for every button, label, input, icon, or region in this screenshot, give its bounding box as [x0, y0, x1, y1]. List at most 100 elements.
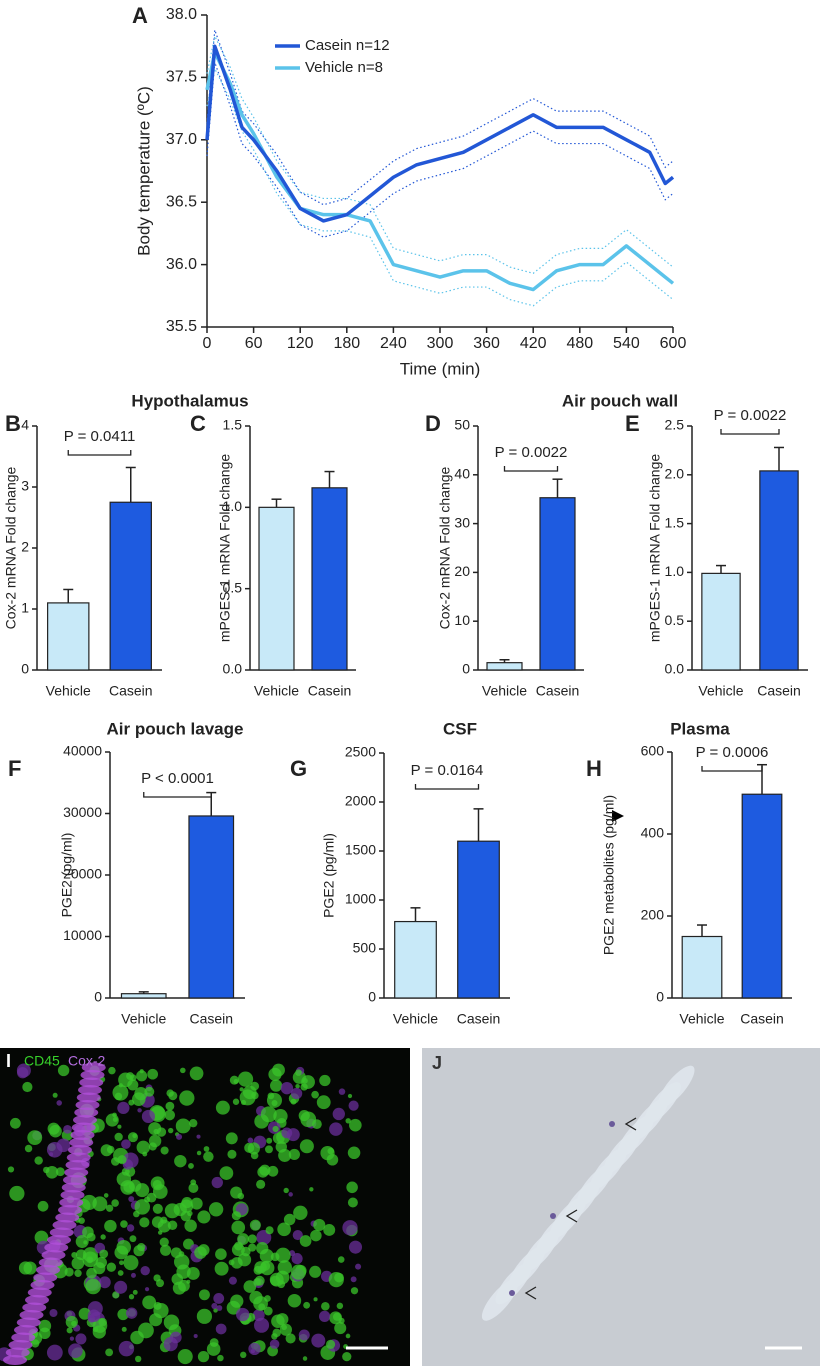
x-tick-label: 240: [380, 335, 407, 352]
panel-letter: C: [190, 411, 206, 436]
cell: [292, 1229, 303, 1241]
y-tick-label: 37.5: [166, 69, 197, 86]
cell: [259, 1164, 271, 1176]
y-tick-label: 1.0: [223, 498, 243, 514]
cell: [302, 1356, 308, 1361]
cell: [76, 1092, 101, 1103]
cell: [106, 1262, 117, 1272]
y-tick-label: 36.0: [166, 256, 197, 273]
y-tick-label: 37.0: [166, 131, 197, 148]
cell: [23, 1261, 37, 1275]
cell: [157, 1230, 163, 1235]
cell: [36, 1265, 60, 1275]
y-tick-label: 38.0: [166, 6, 197, 23]
bar: [394, 920, 437, 999]
cell: [177, 1349, 193, 1365]
arrowhead: [524, 1286, 537, 1300]
cell: [197, 1210, 211, 1224]
panel-title: Plasma: [670, 719, 730, 738]
cell: [347, 1093, 353, 1099]
cell: [82, 1226, 94, 1239]
cell: [74, 1107, 99, 1118]
cell: [193, 1333, 198, 1339]
p-value: P = 0.0164: [411, 762, 484, 779]
cell: [203, 1146, 210, 1152]
cell: [49, 1227, 74, 1238]
cell: [301, 1075, 315, 1089]
cell: [16, 1317, 41, 1328]
cell: [347, 1146, 361, 1160]
cell: [349, 1118, 362, 1132]
cell: [256, 1179, 266, 1189]
panel-title: Air pouch lavage: [107, 719, 244, 738]
cell: [45, 1165, 59, 1179]
bar: [701, 572, 741, 671]
cell: [46, 1344, 63, 1361]
y-tick-label: 30000: [63, 804, 102, 820]
y-axis-label: PGE2 (pg/ml): [321, 833, 337, 918]
p-value: P < 0.0001: [141, 770, 214, 787]
cell: [326, 1153, 339, 1166]
y-tick-label: 3: [21, 478, 29, 494]
panel-title: Air pouch wall: [562, 391, 678, 410]
x-tick-label: 420: [520, 335, 547, 352]
cell: [287, 1293, 302, 1308]
bar: [486, 662, 523, 671]
cell: [49, 1124, 62, 1138]
cell: [230, 1294, 244, 1308]
cell: [105, 1204, 114, 1212]
cell: [311, 1090, 319, 1099]
cell: [313, 1218, 326, 1232]
cell: [295, 1084, 300, 1089]
cell: [65, 1160, 90, 1170]
y-tick-label: 50: [454, 417, 470, 433]
cell: [283, 1187, 289, 1194]
significance-bracket: [414, 784, 480, 790]
p-value: P = 0.0022: [714, 407, 787, 424]
cell: [121, 1139, 131, 1149]
y-tick-label: 20: [454, 563, 470, 579]
cell: [27, 1130, 43, 1146]
significance-bracket: [701, 766, 763, 772]
cell: [81, 1194, 97, 1210]
cell: [239, 1087, 244, 1092]
cell: [137, 1108, 142, 1113]
cell: [167, 1220, 178, 1231]
cell: [203, 1151, 214, 1162]
cell: [197, 1244, 210, 1256]
cell: [165, 1101, 175, 1111]
p-value: P = 0.0022: [495, 444, 568, 461]
y-tick-label: 2000: [345, 793, 376, 809]
y-tick-label: 0: [462, 661, 470, 677]
cell: [152, 1203, 163, 1214]
ci-band: [206, 66, 674, 307]
cell: [299, 1235, 312, 1247]
cell: [316, 1095, 331, 1110]
cell: [268, 1067, 282, 1081]
cell: [59, 1197, 84, 1208]
cell: [63, 1124, 72, 1134]
micrograph-j: [422, 1048, 820, 1366]
cell: [237, 1071, 254, 1087]
cell: [141, 1109, 156, 1124]
ci-band: [206, 29, 674, 206]
cell: [342, 1220, 358, 1236]
cell: [47, 1235, 71, 1245]
cell: [49, 1152, 54, 1157]
cell: [37, 1200, 49, 1212]
series-line: [205, 44, 675, 223]
cell: [57, 1064, 70, 1077]
cell: [346, 1181, 358, 1194]
cell: [117, 1101, 130, 1115]
cell: [56, 1100, 62, 1106]
significance-bracket: [720, 429, 780, 435]
cell: [61, 1182, 86, 1193]
legend-label: Vehicle n=8: [305, 59, 383, 76]
x-tick-label: Vehicle: [46, 683, 91, 699]
cell: [137, 1242, 146, 1252]
cell: [174, 1154, 187, 1168]
cell: [272, 1125, 279, 1133]
cell: [117, 1155, 127, 1165]
bar: [759, 470, 799, 671]
cell: [87, 1314, 96, 1323]
